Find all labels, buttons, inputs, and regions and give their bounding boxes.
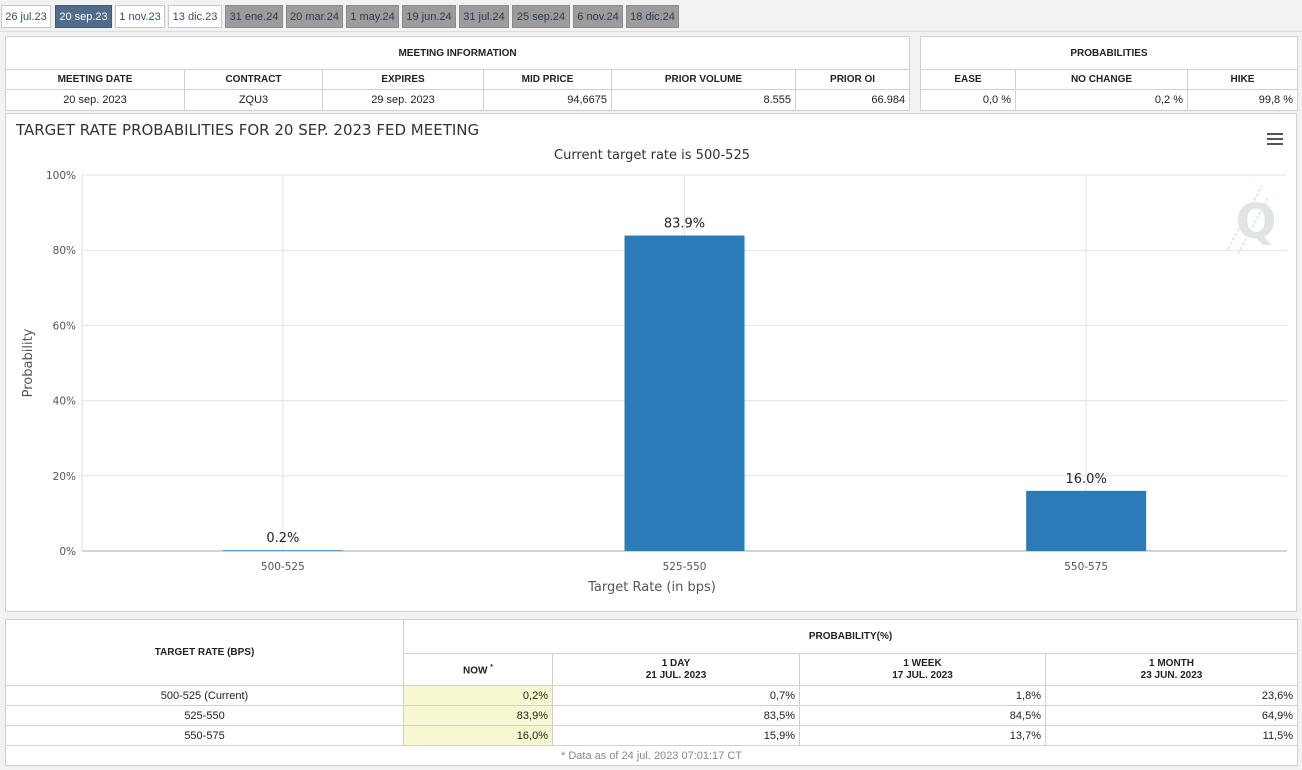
- header-hike: HIKE: [1187, 69, 1298, 90]
- q-logo-icon: Q: [1227, 185, 1277, 255]
- probability-header: PROBABILITY(%): [402, 619, 1299, 654]
- chart-subtitle: Current target rate is 500-525: [554, 148, 750, 163]
- probability-detail-table: TARGET RATE (BPS) PROBABILITY(%) NOW * 1…: [4, 619, 1299, 766]
- y-axis-label: Probability: [21, 328, 36, 397]
- meeting-information-title: MEETING INFORMATION: [4, 36, 911, 70]
- tab-20-sep-23[interactable]: 20 sep.23: [55, 5, 112, 28]
- week-cell: 1,8%: [799, 685, 1046, 706]
- tab-31-jul-24[interactable]: 31 jul.24: [459, 5, 509, 28]
- chart-bars: [222, 235, 1147, 551]
- tab-1-nov-23[interactable]: 1 nov.23: [115, 5, 165, 28]
- header-meeting-date: MEETING DATE: [5, 69, 185, 90]
- y-tick-label: 80%: [53, 245, 76, 257]
- y-tick-label: 0%: [59, 546, 76, 558]
- probabilities-title: PROBABILITIES: [920, 36, 1298, 70]
- target-rate-chart-panel: TARGET RATE PROBABILITIES FOR 20 SEP. 20…: [5, 113, 1297, 612]
- header-no-change: NO CHANGE: [1015, 69, 1188, 90]
- mid-price-value: 94,6675: [483, 89, 612, 111]
- one-week-header: 1 WEEK 17 JUL. 2023: [799, 653, 1046, 686]
- day-cell: 15,9%: [552, 725, 800, 746]
- bar-525-550[interactable]: [624, 235, 745, 551]
- data-label-525-550: 83.9%: [664, 217, 705, 232]
- data-label-500-525: 0.2%: [266, 531, 299, 546]
- week-cell: 13,7%: [799, 725, 1046, 746]
- x-tick-label: 550-575: [1064, 561, 1108, 573]
- tab-1-may-24[interactable]: 1 may.24: [346, 5, 399, 28]
- rate-cell: 525-550: [5, 705, 404, 726]
- meeting-date-tabs: 26 jul.23 20 sep.23 1 nov.23 13 dic.23 3…: [0, 0, 1302, 32]
- x-axis-label: Target Rate (in bps): [587, 580, 716, 595]
- tab-25-sep-24[interactable]: 25 sep.24: [512, 5, 570, 28]
- target-rate-chart: TARGET RATE PROBABILITIES FOR 20 SEP. 20…: [15, 121, 1287, 595]
- prior-volume-value: 8.555: [611, 89, 796, 111]
- y-tick-label: 100%: [46, 170, 76, 182]
- month-cell: 11,5%: [1044, 725, 1299, 746]
- table-row: 525-550 83,9% 83,5% 84,5% 64,9%: [5, 705, 1299, 726]
- y-tick-label: 40%: [53, 396, 76, 408]
- header-ease: EASE: [920, 69, 1016, 90]
- header-mid-price: MID PRICE: [483, 69, 612, 90]
- hike-value: 99,8 %: [1187, 89, 1298, 111]
- chart-title: TARGET RATE PROBABILITIES FOR 20 SEP. 20…: [15, 121, 479, 139]
- tab-6-nov-24[interactable]: 6 nov.24: [573, 5, 623, 28]
- data-timestamp-footnote: * Data as of 24 jul. 2023 07:01:17 CT: [4, 745, 1299, 766]
- svg-text:Q: Q: [1236, 194, 1277, 250]
- tab-26-jul-23[interactable]: 26 jul.23: [1, 5, 51, 28]
- one-day-header: 1 DAY 21 JUL. 2023: [552, 653, 800, 686]
- tab-31-ene-24[interactable]: 31 ene.24: [225, 5, 283, 28]
- ease-value: 0,0 %: [920, 89, 1016, 111]
- meeting-information-table: MEETING INFORMATION MEETING DATE CONTRAC…: [4, 36, 911, 111]
- month-cell: 64,9%: [1044, 705, 1299, 726]
- month-cell: 23,6%: [1044, 685, 1299, 706]
- now-header: NOW *: [403, 653, 553, 686]
- now-cell: 0,2%: [403, 685, 553, 706]
- bar-550-575[interactable]: [1026, 490, 1147, 551]
- rate-cell: 550-575: [5, 725, 404, 746]
- probabilities-table: PROBABILITIES EASE NO CHANGE HIKE 0,0 % …: [920, 36, 1298, 111]
- menu-icon[interactable]: [1264, 130, 1286, 148]
- header-prior-volume: PRIOR VOLUME: [611, 69, 796, 90]
- now-cell: 16,0%: [403, 725, 553, 746]
- tab-19-jun-24[interactable]: 19 jun.24: [402, 5, 456, 28]
- tab-13-dic-23[interactable]: 13 dic.23: [168, 5, 222, 28]
- day-cell: 0,7%: [552, 685, 800, 706]
- meeting-date-value: 20 sep. 2023: [5, 89, 185, 111]
- now-cell: 83,9%: [403, 705, 553, 726]
- contract-value: ZQU3: [184, 89, 323, 111]
- day-cell: 83,5%: [552, 705, 800, 726]
- tab-18-dic-24[interactable]: 18 dic.24: [626, 5, 679, 28]
- header-contract: CONTRACT: [184, 69, 323, 90]
- y-tick-label: 60%: [53, 320, 76, 332]
- week-cell: 84,5%: [799, 705, 1046, 726]
- header-expires: EXPIRES: [322, 69, 484, 90]
- target-rate-header: TARGET RATE (BPS): [5, 619, 404, 686]
- x-tick-label: 525-550: [663, 561, 707, 573]
- table-row: 550-575 16,0% 15,9% 13,7% 11,5%: [5, 725, 1299, 746]
- x-tick-label: 500-525: [261, 561, 305, 573]
- table-row: 500-525 (Current) 0,2% 0,7% 1,8% 23,6%: [5, 685, 1299, 706]
- expires-value: 29 sep. 2023: [322, 89, 484, 111]
- rate-cell: 500-525 (Current): [5, 685, 404, 706]
- bar-500-525[interactable]: [222, 550, 343, 551]
- y-tick-label: 20%: [53, 471, 76, 483]
- data-label-550-575: 16.0%: [1066, 472, 1107, 487]
- prior-oi-value: 66.984: [794, 89, 911, 111]
- header-prior-oi: PRIOR OI: [794, 69, 911, 90]
- no-change-value: 0,2 %: [1015, 89, 1188, 111]
- now-footnote-mark: *: [490, 663, 493, 671]
- one-month-header: 1 MONTH 23 JUN. 2023: [1044, 653, 1299, 686]
- chart-labels: 0% 20% 40% 60% 80% 100% 0.2% 500-525 83.9% 525-55…: [46, 170, 1108, 573]
- tab-20-mar-24[interactable]: 20 mar.24: [286, 5, 343, 28]
